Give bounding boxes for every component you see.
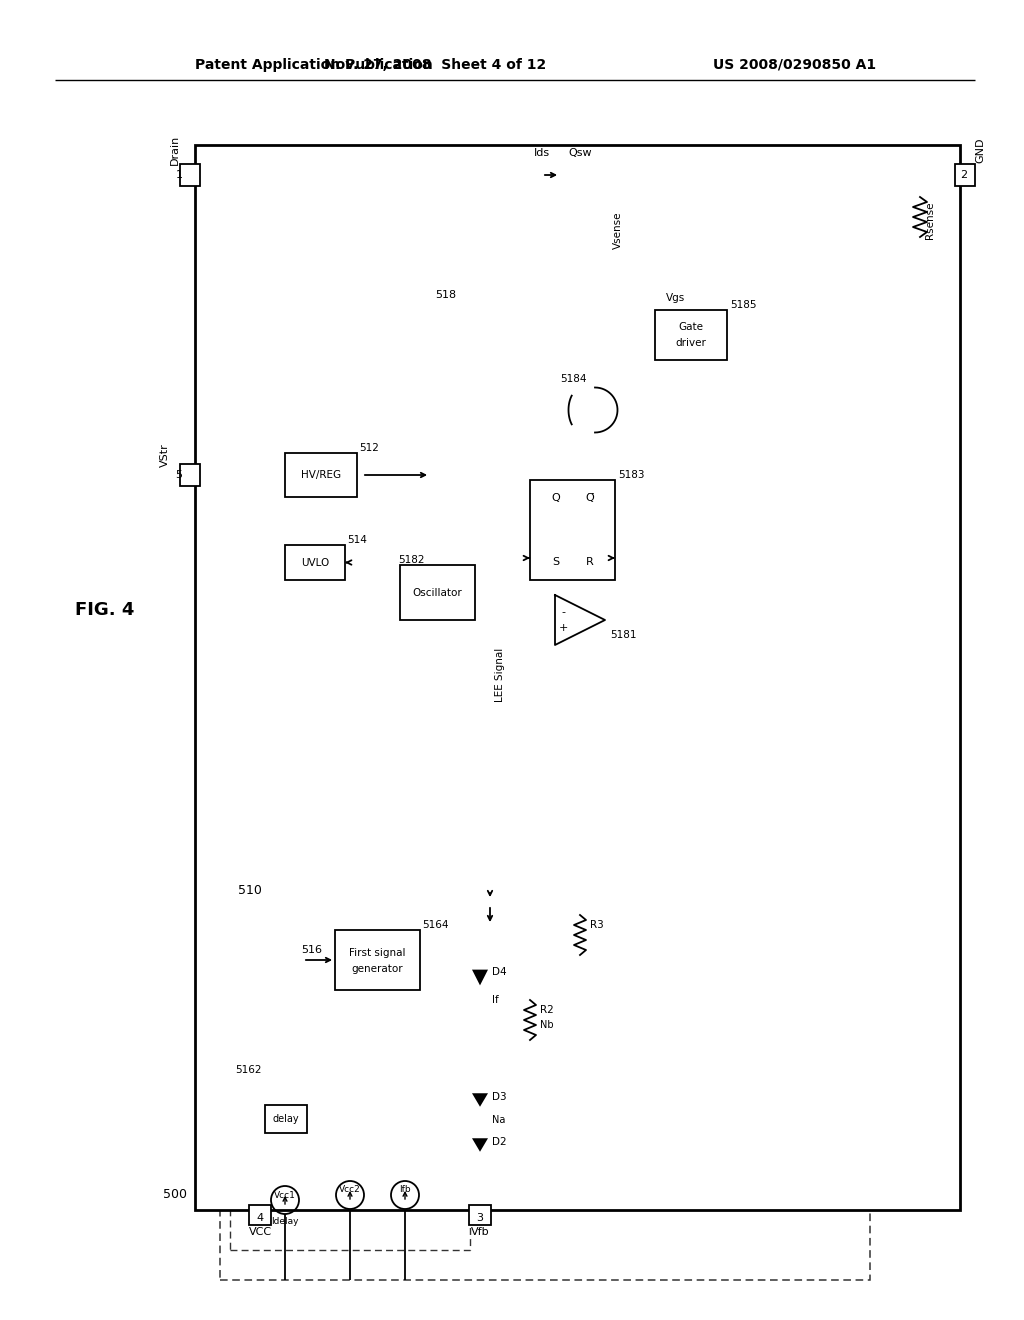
Text: R2: R2	[540, 1005, 554, 1015]
Bar	[285, 453, 357, 498]
Text: generator: generator	[351, 964, 403, 974]
Text: 5185: 5185	[730, 300, 757, 310]
Text: US 2008/0290850 A1: US 2008/0290850 A1	[714, 58, 877, 73]
Text: Vfb: Vfb	[471, 1228, 489, 1237]
Text: Q: Q	[551, 492, 560, 503]
Text: 5: 5	[175, 470, 182, 480]
Bar	[230, 1074, 470, 1250]
Text: 512: 512	[359, 444, 379, 453]
Text: VCC: VCC	[249, 1228, 271, 1237]
Text: 514: 514	[347, 535, 367, 545]
Text: Q̅: Q̅	[585, 492, 594, 503]
Text: 518: 518	[435, 290, 456, 300]
Text: FIG. 4: FIG. 4	[76, 601, 135, 619]
Text: HV/REG: HV/REG	[301, 470, 341, 480]
Text: Ids: Ids	[534, 148, 550, 158]
Text: Qsw: Qsw	[568, 148, 592, 158]
Bar	[270, 255, 930, 900]
Text: 5184: 5184	[560, 375, 587, 384]
Text: 510: 510	[239, 883, 262, 896]
Text: -: -	[561, 607, 565, 616]
Bar	[285, 545, 345, 579]
Text: R: R	[586, 557, 593, 568]
Bar	[265, 1105, 307, 1133]
Text: Nov. 27, 2008  Sheet 4 of 12: Nov. 27, 2008 Sheet 4 of 12	[324, 58, 546, 73]
Text: 1: 1	[175, 170, 182, 180]
Polygon shape	[555, 595, 605, 645]
Polygon shape	[472, 970, 488, 985]
Text: UVLO: UVLO	[301, 557, 329, 568]
Text: 5182: 5182	[398, 554, 425, 565]
Bar	[180, 164, 200, 186]
Bar	[400, 565, 475, 620]
Text: D2: D2	[492, 1137, 507, 1147]
Text: 516: 516	[301, 945, 322, 954]
Text: Nb: Nb	[540, 1020, 554, 1030]
Bar	[469, 1205, 490, 1225]
Text: D4: D4	[492, 968, 507, 977]
Bar	[335, 931, 420, 990]
Text: 2: 2	[961, 170, 968, 180]
Text: 4: 4	[256, 1213, 263, 1224]
Text: Ifb: Ifb	[399, 1185, 411, 1195]
Text: Vcc1: Vcc1	[274, 1191, 296, 1200]
Text: driver: driver	[676, 338, 707, 347]
Text: 5183: 5183	[618, 470, 644, 480]
Text: First signal: First signal	[349, 948, 406, 958]
Text: LEE Signal: LEE Signal	[495, 648, 505, 702]
Text: delay: delay	[272, 1114, 299, 1125]
Bar	[249, 1205, 271, 1225]
Text: 5164: 5164	[422, 920, 449, 931]
Polygon shape	[472, 1138, 488, 1152]
Text: Idelay: Idelay	[271, 1217, 299, 1226]
Text: Patent Application Publication: Patent Application Publication	[195, 58, 433, 73]
Bar	[180, 465, 200, 486]
Text: +: +	[558, 623, 567, 634]
Text: R3: R3	[590, 920, 604, 931]
Text: If: If	[492, 995, 499, 1005]
Text: VStr: VStr	[160, 444, 170, 467]
Text: 5181: 5181	[610, 630, 637, 640]
Text: Rsense: Rsense	[925, 201, 935, 239]
Bar	[390, 265, 925, 785]
Bar	[530, 480, 615, 579]
Bar	[955, 164, 975, 186]
Text: 3: 3	[476, 1213, 483, 1224]
Bar	[195, 145, 961, 1210]
Text: Vsense: Vsense	[613, 211, 623, 248]
Text: Oscillator: Oscillator	[413, 587, 463, 598]
Bar	[220, 1045, 870, 1280]
Text: Vgs: Vgs	[667, 293, 686, 304]
Text: Vcc2: Vcc2	[339, 1185, 360, 1195]
Text: 500: 500	[163, 1188, 187, 1201]
Text: 5162: 5162	[234, 1065, 261, 1074]
Text: Drain: Drain	[170, 135, 180, 165]
Polygon shape	[472, 1093, 488, 1106]
Bar	[655, 310, 727, 360]
Text: D3: D3	[492, 1092, 507, 1102]
Text: GND: GND	[975, 137, 985, 162]
Bar	[310, 900, 800, 1045]
Text: S: S	[552, 557, 559, 568]
Text: Gate: Gate	[679, 322, 703, 333]
Text: Na: Na	[492, 1115, 506, 1125]
